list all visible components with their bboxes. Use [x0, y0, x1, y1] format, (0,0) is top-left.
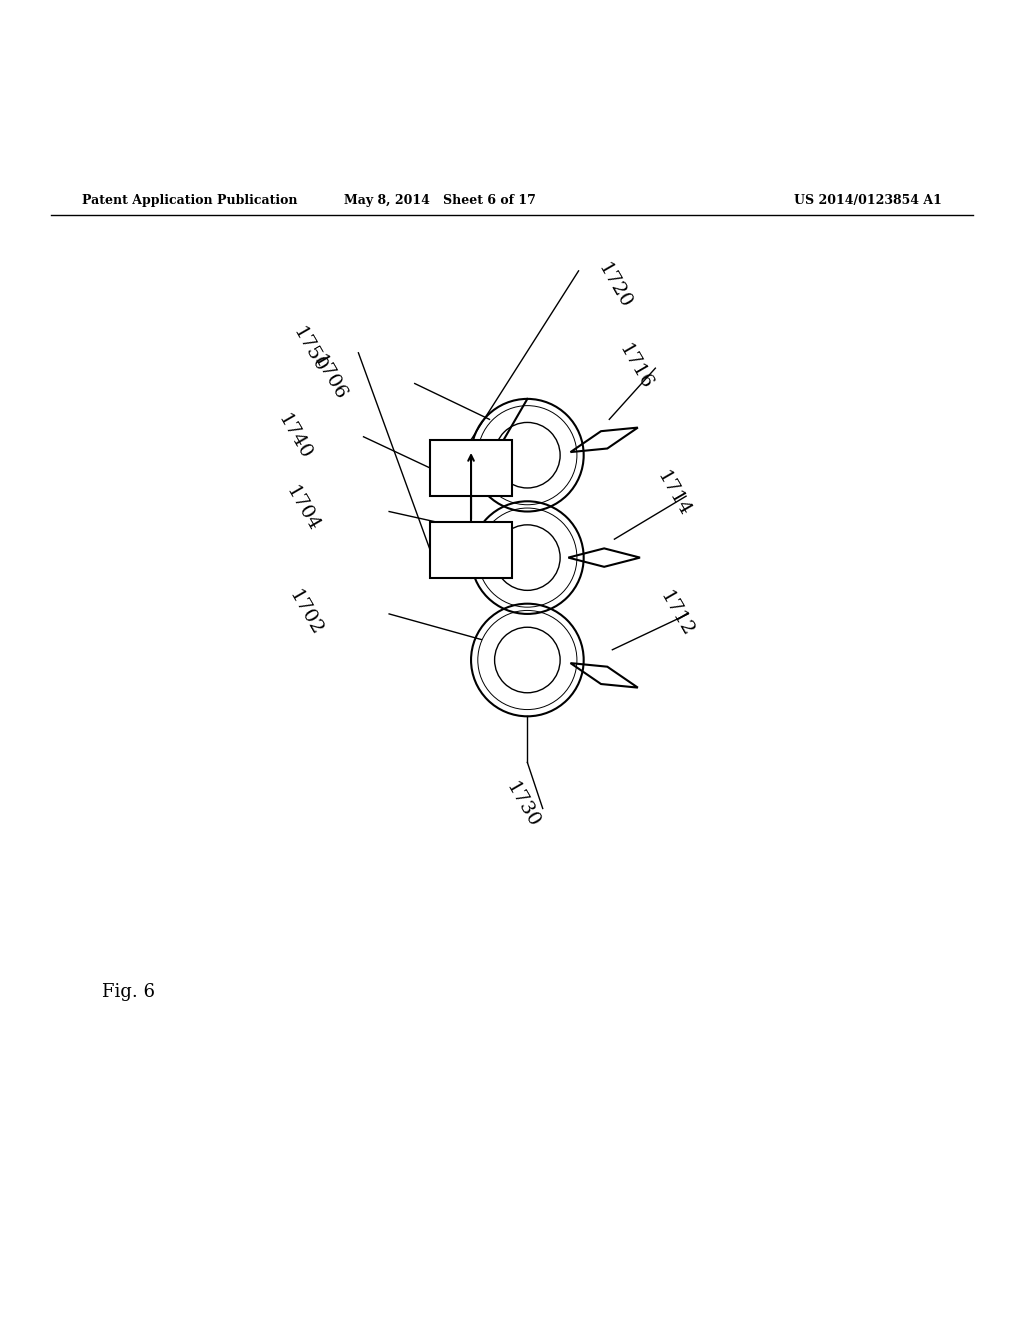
FancyBboxPatch shape: [430, 440, 512, 496]
Text: 1712: 1712: [655, 587, 696, 640]
Text: 1740: 1740: [273, 411, 314, 463]
Text: 1720: 1720: [594, 260, 635, 312]
Text: 1702: 1702: [285, 587, 326, 639]
Text: 1730: 1730: [502, 779, 543, 832]
Text: US 2014/0123854 A1: US 2014/0123854 A1: [795, 194, 942, 207]
Text: 1706: 1706: [309, 352, 350, 404]
FancyBboxPatch shape: [430, 521, 512, 578]
Text: Patent Application Publication: Patent Application Publication: [82, 194, 297, 207]
Text: 1716: 1716: [614, 341, 655, 393]
Text: 1714: 1714: [653, 469, 694, 520]
Text: 1704: 1704: [282, 483, 323, 535]
Text: Fig. 6: Fig. 6: [102, 982, 156, 1001]
Text: May 8, 2014   Sheet 6 of 17: May 8, 2014 Sheet 6 of 17: [344, 194, 537, 207]
Text: 1750: 1750: [289, 323, 330, 376]
